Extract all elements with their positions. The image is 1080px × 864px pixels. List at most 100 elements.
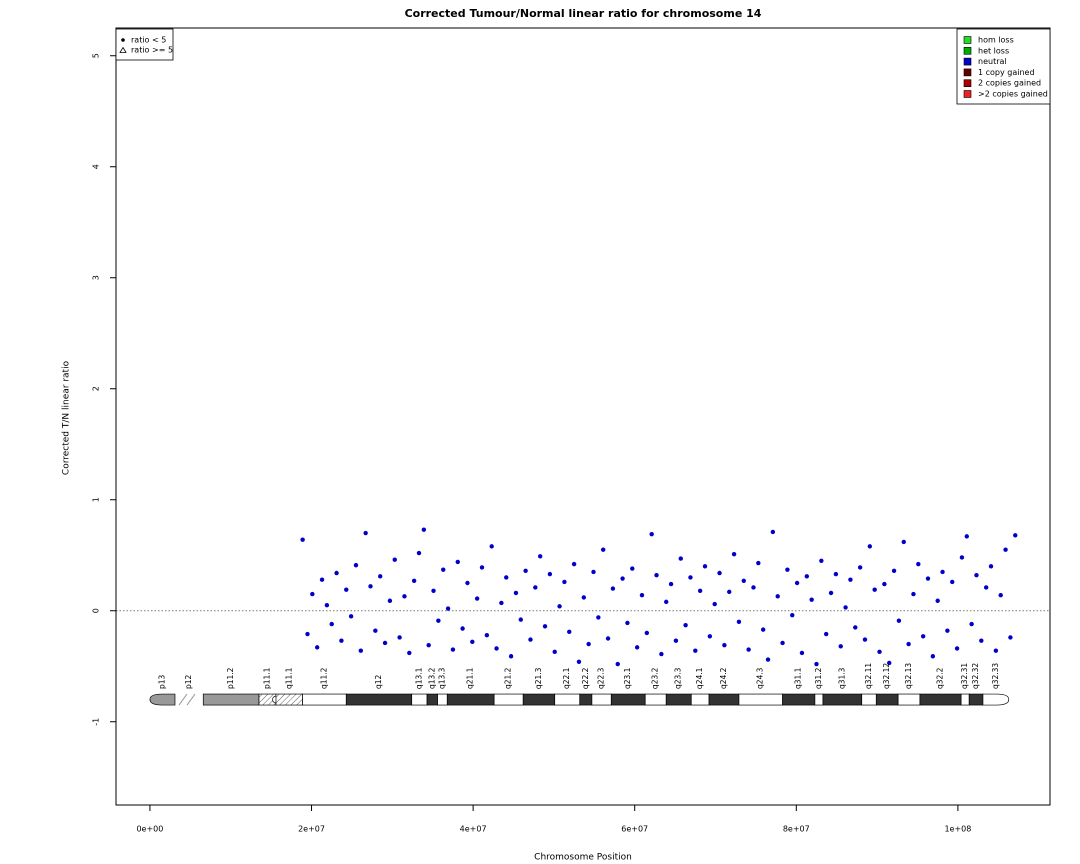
- data-point: [421, 527, 427, 532]
- band: [690, 693, 710, 706]
- data-point: [339, 638, 344, 643]
- data-point: [717, 570, 722, 576]
- band-label: q23.2: [651, 667, 660, 689]
- band: [554, 693, 581, 706]
- band: [437, 693, 448, 706]
- band-label: q22.1: [562, 667, 571, 689]
- data-point: [571, 561, 577, 567]
- legend-swatch: [963, 46, 972, 55]
- data-point: [693, 648, 698, 653]
- data-point: [392, 557, 397, 562]
- data-point: [416, 550, 422, 556]
- band: [782, 693, 816, 706]
- data-point: [930, 654, 936, 659]
- data-point: [319, 577, 325, 582]
- data-point: [528, 637, 533, 642]
- band-label: q12: [374, 675, 383, 690]
- data-point: [790, 612, 795, 618]
- y-tick-label: 3: [92, 275, 101, 280]
- y-tick-label: -1: [92, 718, 101, 726]
- legend-box: [115, 28, 174, 61]
- data-point: [489, 544, 494, 549]
- data-point: [756, 560, 761, 566]
- data-point: [620, 576, 625, 581]
- data-point: [581, 595, 587, 600]
- data-point: [460, 626, 465, 631]
- band: [982, 693, 1010, 706]
- data-point: [683, 622, 688, 628]
- data-point: [911, 591, 916, 597]
- data-point: [862, 637, 868, 642]
- data-point: [707, 634, 713, 639]
- band: [738, 693, 783, 706]
- data-point: [324, 603, 330, 608]
- data-point: [727, 589, 732, 595]
- data-point: [484, 632, 490, 638]
- data-point: [678, 556, 683, 561]
- data-point: [358, 648, 364, 653]
- legend-triangle: [119, 46, 127, 53]
- data-point: [615, 661, 620, 667]
- data-point: [436, 618, 441, 623]
- data-point: [857, 565, 863, 570]
- x-tick-label: 8e+07: [783, 825, 810, 834]
- x-axis-label: Chromosome Position: [534, 853, 632, 863]
- data-point: [664, 599, 669, 605]
- x-tick-label: 4e+07: [460, 825, 487, 834]
- legend-swatch: [963, 79, 972, 87]
- data-point: [382, 640, 388, 646]
- legend-dot: [121, 38, 125, 42]
- data-point: [344, 587, 349, 592]
- band: [822, 693, 863, 706]
- data-point: [760, 627, 766, 632]
- data-point: [387, 598, 393, 603]
- data-point: [697, 588, 703, 593]
- data-point: [925, 576, 931, 581]
- data-point: [547, 571, 553, 577]
- data-point: [814, 661, 819, 667]
- band: [345, 693, 413, 706]
- band-label: q23.3: [674, 667, 683, 689]
- band-label: p11.2: [226, 667, 235, 689]
- data-point: [1003, 547, 1008, 552]
- data-point: [537, 554, 543, 559]
- data-point: [983, 585, 989, 590]
- band-label: q21.1: [466, 667, 475, 689]
- band-label: q31.2: [814, 667, 823, 689]
- stalk: [178, 693, 188, 706]
- data-point: [702, 564, 708, 569]
- data-point: [920, 634, 926, 639]
- plot-frame: [115, 27, 1051, 806]
- data-point: [722, 642, 727, 648]
- data-point: [610, 586, 616, 591]
- data-point: [877, 649, 882, 655]
- data-point: [523, 568, 528, 573]
- data-point: [329, 621, 334, 627]
- data-point: [833, 571, 839, 577]
- data-point: [823, 631, 829, 637]
- data-point: [974, 573, 979, 578]
- band-label: q13.1: [414, 667, 423, 689]
- band-label: q22.3: [597, 667, 606, 689]
- legend-label: hom loss: [978, 36, 1014, 45]
- data-point: [431, 588, 436, 593]
- x-tick-label: 0e+00: [136, 825, 163, 834]
- data-point: [644, 630, 650, 636]
- data-point: [557, 604, 562, 609]
- data-point: [896, 618, 902, 623]
- band-label: q31.3: [837, 667, 846, 689]
- band-label: q32.31: [960, 663, 969, 689]
- data-point: [363, 530, 368, 536]
- data-point: [310, 591, 315, 597]
- band-label: q32.12: [882, 663, 891, 689]
- data-point: [552, 649, 557, 655]
- data-point: [499, 600, 504, 606]
- band-label: q32.32: [971, 663, 980, 689]
- data-point: [945, 628, 950, 633]
- data-point: [809, 597, 814, 602]
- data-point: [853, 625, 858, 630]
- data-point: [819, 558, 824, 563]
